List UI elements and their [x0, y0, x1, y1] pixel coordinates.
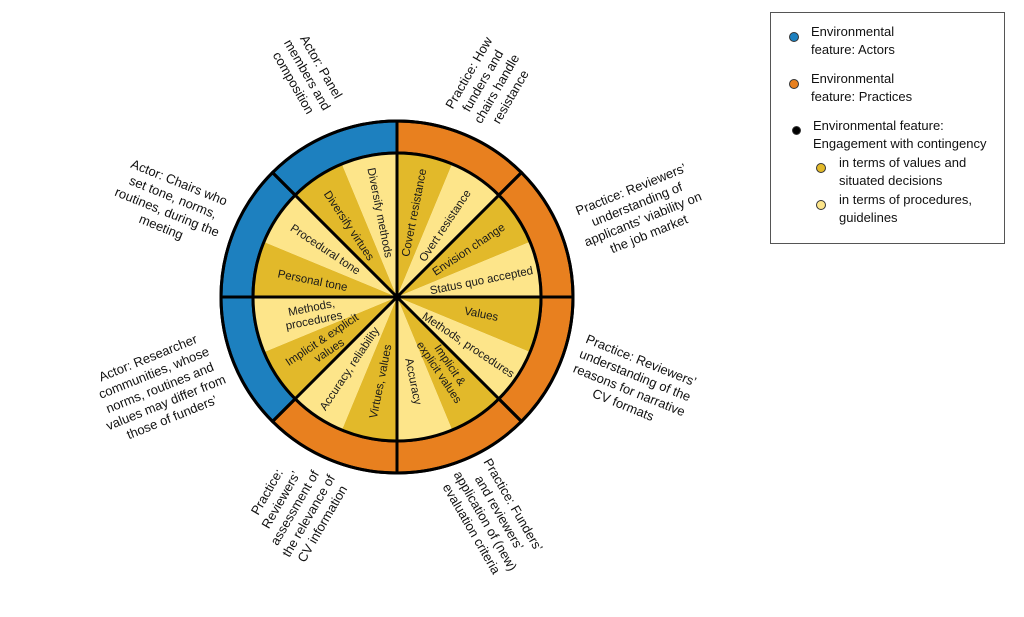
engagement-dot-icon [792, 126, 801, 135]
legend-practices-line2: feature: Practices [811, 89, 913, 104]
sector-divider-line [271, 171, 399, 299]
inner-wedge-values [397, 195, 531, 297]
outer-label-chairs-tone: Actor: Chairs whoset tone, norms,routine… [107, 154, 234, 254]
outer-label-narrative-cv-reasons: Practice: Reviewers’understanding of the… [565, 331, 699, 434]
inner-wedge-procedures [397, 241, 541, 297]
legend-procedures: in terms of procedures, guidelines [839, 191, 972, 227]
legend-values-line1: in terms of values and [839, 155, 967, 170]
outer-label-panel-composition: Actor: Panelmembers andcomposition [267, 29, 347, 121]
sector-divider-line [395, 295, 523, 423]
inner-wedge-values [263, 297, 397, 399]
legend-actors: Environmental feature: Actors [811, 23, 895, 59]
outer-label-cv-relevance: Practice:Reviewers’assessment ofthe rele… [237, 448, 352, 568]
inner-wedge-values [397, 297, 499, 431]
legend-engagement: Environmental feature: Engagement with c… [813, 117, 986, 153]
legend-practices-line1: Environmental [811, 71, 895, 86]
legend: Environmental feature: Actors Environmen… [770, 12, 1005, 244]
inner-wedge-values [253, 241, 397, 297]
outer-label-applicants-viability: Practice: Reviewers’understanding ofappl… [570, 159, 710, 264]
procedures-dot-icon [816, 200, 826, 210]
inner-ring-border [251, 151, 543, 443]
legend-values-line2: situated decisions [839, 173, 943, 188]
inner-wedge-procedures [341, 153, 397, 297]
legend-procedures-line1: in terms of procedures, [839, 192, 972, 207]
inner-wedge-values [397, 297, 541, 353]
legend-actors-line2: feature: Actors [811, 42, 895, 57]
values-dot-icon [816, 163, 826, 173]
outer-ring-border [219, 119, 575, 475]
legend-values: in terms of values and situated decision… [839, 154, 966, 190]
outer-label-evaluation-criteria: Practice: Funders’and reviewers’applicat… [437, 452, 548, 581]
inner-wedge-procedures [295, 297, 397, 431]
inner-wedge-procedures [263, 195, 397, 297]
legend-practices: Environmental feature: Practices [811, 70, 912, 106]
actor-dot-icon [789, 32, 799, 42]
center-point [394, 294, 400, 300]
legend-actors-line1: Environmental [811, 24, 895, 39]
practice-dot-icon [789, 79, 799, 89]
legend-engagement-line2: Engagement with contingency [813, 136, 987, 151]
sector-divider-line [395, 171, 523, 299]
outer-label-funders-chairs-resistance: Practice: Howfunders andchairs handleres… [442, 34, 537, 135]
inner-wedge-procedures [397, 297, 531, 399]
legend-procedures-line2: guidelines [839, 210, 898, 225]
inner-wedge-procedures [253, 297, 397, 353]
inner-wedge-values [397, 153, 453, 297]
inner-wedge-values [295, 163, 397, 297]
outer-label-researcher-communities: Actor: Researchercommunities, whosenorms… [86, 327, 234, 448]
sector-divider-line [271, 295, 399, 423]
legend-engagement-line1: Environmental feature: [813, 118, 944, 133]
inner-wedge-values [341, 297, 397, 441]
inner-wedge-procedures [397, 163, 499, 297]
inner-wedge-procedures [397, 297, 453, 441]
